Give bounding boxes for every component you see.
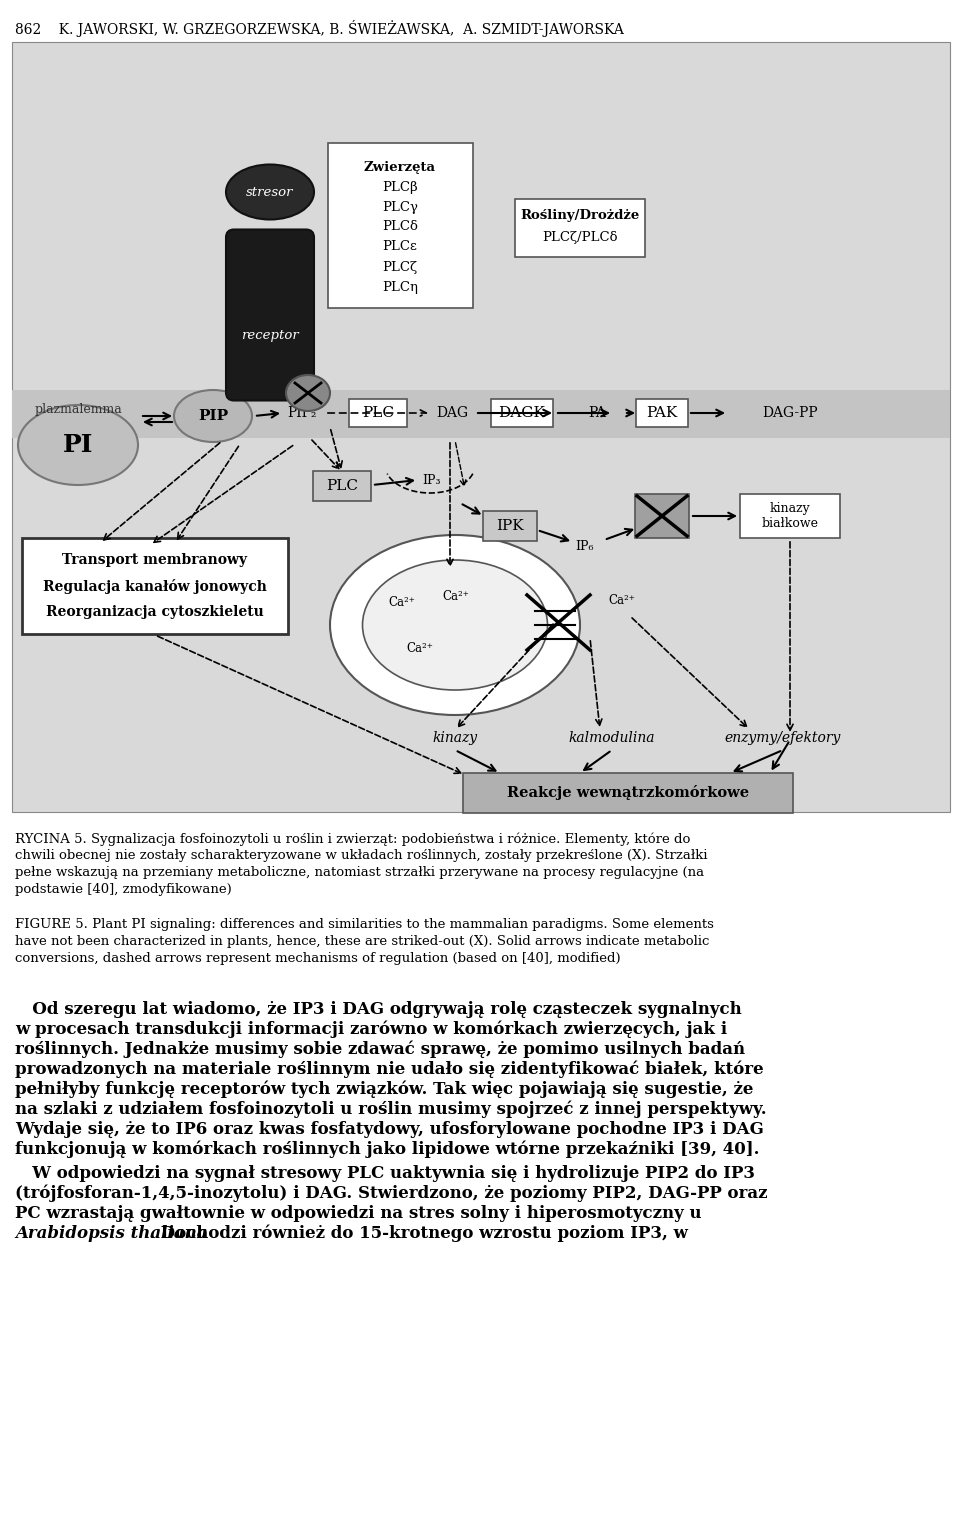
Text: PLCζ/PLCδ: PLCζ/PLCδ <box>542 231 617 245</box>
Text: podstawie [40], zmodyfikowane): podstawie [40], zmodyfikowane) <box>15 883 231 896</box>
Text: prowadzonych na materiale roślinnym nie udało się zidentyfikować białek, które: prowadzonych na materiale roślinnym nie … <box>15 1061 763 1078</box>
Text: pełne wskazują na przemiany metaboliczne, natomiast strzałki przerywane na proce: pełne wskazują na przemiany metaboliczne… <box>15 867 704 879</box>
Bar <box>483 511 537 540</box>
Ellipse shape <box>330 534 580 715</box>
Text: DAG: DAG <box>436 406 468 419</box>
Text: plazmalemma: plazmalemma <box>35 404 122 416</box>
Text: stresor: stresor <box>247 185 294 199</box>
Text: roślinnych. Jednakże musimy sobie zdawać sprawę, że pomimo usilnych badań: roślinnych. Jednakże musimy sobie zdawać… <box>15 1041 745 1058</box>
Text: DAGK: DAGK <box>498 406 545 419</box>
Text: IPK: IPK <box>496 519 524 533</box>
Text: have not been characterized in plants, hence, these are striked-out (X). Solid a: have not been characterized in plants, h… <box>15 935 709 948</box>
Text: PLCβ: PLCβ <box>382 181 418 193</box>
Text: . Dochodzi również do 15-krotnego wzrostu poziom IP3, w: . Dochodzi również do 15-krotnego wzrost… <box>150 1225 688 1243</box>
Bar <box>515 199 645 257</box>
Text: Ca²⁺: Ca²⁺ <box>407 641 433 654</box>
Bar <box>313 472 371 501</box>
Bar <box>740 495 840 537</box>
Ellipse shape <box>286 375 330 410</box>
Text: kalmodulina: kalmodulina <box>568 730 656 746</box>
Text: Ca²⁺: Ca²⁺ <box>609 594 636 606</box>
Text: funkcjonują w komórkach roślinnych jako lipidowe wtórne przekaźniki [39, 40].: funkcjonują w komórkach roślinnych jako … <box>15 1141 759 1159</box>
Text: IP₆: IP₆ <box>576 539 594 553</box>
Text: chwili obecnej nie zostały scharakteryzowane w układach roślinnych, zostały prze: chwili obecnej nie zostały scharakteryzo… <box>15 850 708 862</box>
Text: PLCε: PLCε <box>383 240 418 254</box>
Text: PLCδ: PLCδ <box>382 220 418 234</box>
Text: Zwierzęta: Zwierzęta <box>364 161 436 173</box>
Text: IP₃: IP₃ <box>422 473 442 487</box>
Text: Wydaje się, że to IP6 oraz kwas fosfatydowy, ufosforylowane pochodne IP3 i DAG: Wydaje się, że to IP6 oraz kwas fosfatyd… <box>15 1121 764 1138</box>
Ellipse shape <box>174 390 252 442</box>
Text: PIP₂: PIP₂ <box>287 406 317 419</box>
Bar <box>12 41 950 811</box>
Text: PLCζ: PLCζ <box>382 260 418 274</box>
Text: Reorganizacja cytoszkieletu: Reorganizacja cytoszkieletu <box>46 605 264 619</box>
Text: enzymy/efektory: enzymy/efektory <box>725 730 841 746</box>
Text: Rośliny/Drożdże: Rośliny/Drożdże <box>520 210 639 222</box>
Text: Od szeregu lat wiadomo, że IP3 i DAG odgrywają rolę cząsteczek sygnalnych: Od szeregu lat wiadomo, że IP3 i DAG odg… <box>15 1001 742 1018</box>
Bar <box>635 495 689 537</box>
Text: pełniłyby funkcję receptorów tych związków. Tak więc pojawiają się sugestie, że: pełniłyby funkcję receptorów tych związk… <box>15 1081 754 1099</box>
Text: Transport membranowy: Transport membranowy <box>62 553 248 566</box>
Text: Ca²⁺: Ca²⁺ <box>389 596 416 608</box>
Text: PLC: PLC <box>362 406 394 419</box>
Bar <box>12 390 950 438</box>
Text: PI: PI <box>62 433 93 456</box>
Text: W odpowiedzi na sygnał stresowy PLC uaktywnia się i hydrolizuje PIP2 do IP3: W odpowiedzi na sygnał stresowy PLC uakt… <box>15 1165 755 1182</box>
Text: PLCη: PLCη <box>382 280 418 294</box>
Text: receptor: receptor <box>241 329 299 341</box>
Text: PLC: PLC <box>326 479 358 493</box>
Bar <box>327 142 472 308</box>
Text: PC wzrastają gwałtownie w odpowiedzi na stres solny i hiperosmotyczny u: PC wzrastają gwałtownie w odpowiedzi na … <box>15 1205 702 1222</box>
Text: Reakcje wewnątrzkomórkowe: Reakcje wewnątrzkomórkowe <box>507 785 749 801</box>
Bar <box>349 400 407 427</box>
Text: Ca²⁺: Ca²⁺ <box>443 591 469 603</box>
FancyBboxPatch shape <box>226 230 314 401</box>
Text: conversions, dashed arrows represent mechanisms of regulation (based on [40], mo: conversions, dashed arrows represent mec… <box>15 952 620 965</box>
Text: DAG-PP: DAG-PP <box>762 406 818 419</box>
Bar <box>22 537 288 634</box>
Bar <box>463 773 793 813</box>
Bar <box>491 400 553 427</box>
Ellipse shape <box>226 164 314 219</box>
Text: (trójfosforan-1,4,5-inozytolu) i DAG. Stwierdzono, że poziomy PIP2, DAG-PP oraz: (trójfosforan-1,4,5-inozytolu) i DAG. St… <box>15 1185 767 1202</box>
Ellipse shape <box>18 406 138 485</box>
Text: PIP: PIP <box>198 409 228 423</box>
Text: w procesach transdukcji informacji zarówno w komórkach zwierzęcych, jak i: w procesach transdukcji informacji zarów… <box>15 1021 727 1038</box>
Text: RYCINA 5. Sygnalizacja fosfoinozytoli u roślin i zwierząt: podobieństwa i różnic: RYCINA 5. Sygnalizacja fosfoinozytoli u … <box>15 831 690 845</box>
Text: PAK: PAK <box>646 406 678 419</box>
Text: PLCγ: PLCγ <box>382 201 418 213</box>
Text: FIGURE 5. Plant PI signaling: differences and similarities to the mammalian para: FIGURE 5. Plant PI signaling: difference… <box>15 919 714 931</box>
Bar <box>636 400 688 427</box>
Text: Regulacja kanałów jonowych: Regulacja kanałów jonowych <box>43 579 267 594</box>
Text: 862    K. JAWORSKI, W. GRZEGORZEWSKA, B. ŚWIEŻAWSKA,  A. SZMIDT-JAWORSKA: 862 K. JAWORSKI, W. GRZEGORZEWSKA, B. ŚW… <box>15 20 624 37</box>
Text: na szlaki z udziałem fosfoinozytoli u roślin musimy spojrzeć z innej perspektywy: na szlaki z udziałem fosfoinozytoli u ro… <box>15 1101 767 1119</box>
Text: kinazy
białkowe: kinazy białkowe <box>761 502 819 530</box>
Ellipse shape <box>363 560 547 690</box>
Text: kinazy: kinazy <box>432 730 477 746</box>
Text: PA: PA <box>588 406 606 419</box>
Text: Arabidopsis thaliana: Arabidopsis thaliana <box>15 1225 207 1242</box>
